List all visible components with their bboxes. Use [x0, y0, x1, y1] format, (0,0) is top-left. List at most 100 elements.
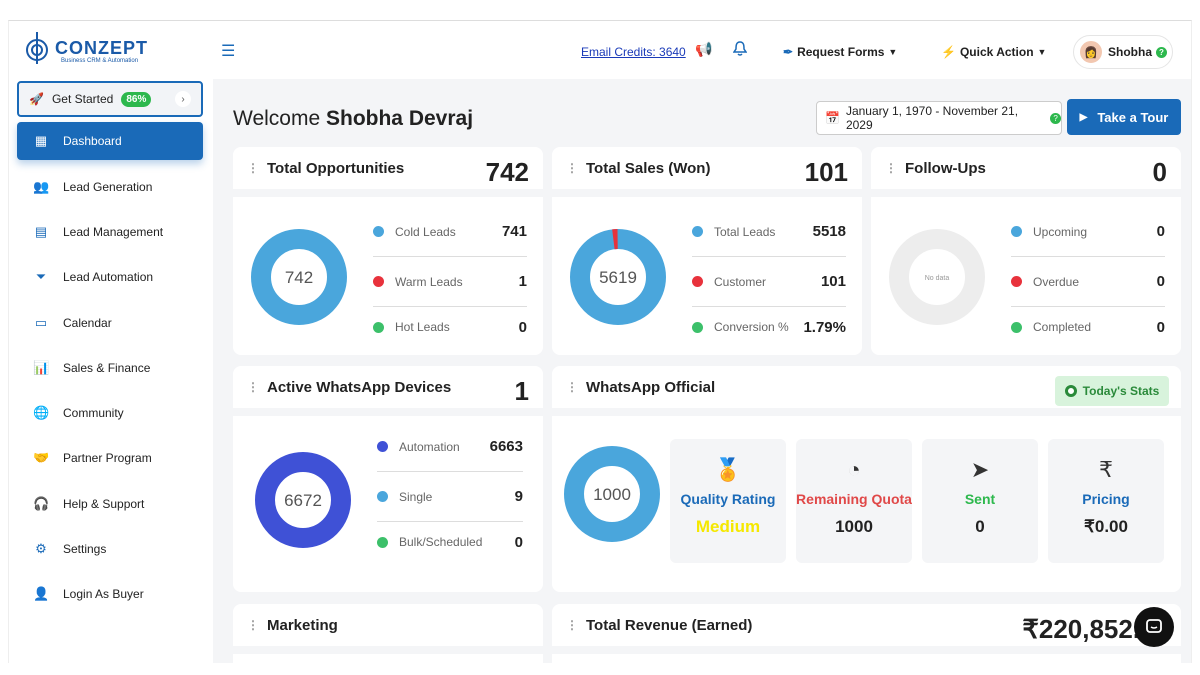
logo-icon [26, 32, 48, 64]
pen-icon: ✒ [783, 45, 794, 59]
opportunities-donut: 742 [251, 229, 347, 325]
drag-handle-icon[interactable]: ⋮ [247, 618, 259, 632]
megaphone-icon[interactable]: 📢 [695, 41, 713, 57]
pricing-stat: ₹ Pricing ₹0.00 [1048, 439, 1164, 563]
legend-row: Upcoming 0 [1011, 207, 1165, 257]
whatsapp-official-donut: 1000 [564, 446, 660, 542]
stat-value: ₹0.00 [1084, 517, 1128, 536]
bell-icon[interactable] [732, 41, 748, 60]
whatsapp-devices-donut: 6672 [255, 452, 351, 548]
sidebar-item-calendar[interactable]: ▭ Calendar [17, 304, 203, 342]
card-header: ⋮ Follow-Ups 0 [871, 147, 1181, 197]
sidebar-item-lead-generation[interactable]: 👥 Lead Generation [17, 168, 203, 206]
drag-handle-icon[interactable]: ⋮ [885, 161, 897, 175]
drag-handle-icon[interactable]: ⋮ [566, 161, 578, 175]
card-header: ⋮ Active WhatsApp Devices 1 [233, 366, 543, 416]
globe-icon: 🌐 [33, 405, 50, 420]
sidebar-item-label: Help & Support [63, 497, 145, 511]
request-forms-button[interactable]: ✒ Request Forms ▼ [783, 45, 897, 59]
sidebar-item-label: Calendar [63, 316, 112, 330]
drag-handle-icon[interactable]: ⋮ [566, 618, 578, 632]
card-header: ⋮ Total Sales (Won) 101 [552, 147, 862, 197]
revenue-card: ⋮ Total Revenue (Earned) ₹220,852.34 [552, 604, 1181, 663]
take-tour-button[interactable]: ▶ Take a Tour [1067, 99, 1181, 135]
user-profile-button[interactable]: 👩 Shobha ? [1073, 35, 1173, 69]
legend-dot [692, 226, 703, 237]
bolt-icon: ⚡ [941, 45, 956, 59]
calendar-icon: ▭ [34, 315, 48, 330]
date-range-picker[interactable]: 📅 January 1, 1970 - November 21, 2029 ? [816, 101, 1062, 135]
card-title: Active WhatsApp Devices [267, 378, 452, 396]
legend-value: 0 [1156, 273, 1165, 290]
legend-row: Automation 6663 [377, 422, 523, 472]
legend-dot [692, 276, 703, 287]
legend-label: Overdue [1033, 274, 1080, 289]
drag-handle-icon[interactable]: ⋮ [566, 380, 578, 394]
sales-card: ⋮ Total Sales (Won) 101 5619 Total Leads… [552, 147, 862, 355]
sidebar-item-dashboard[interactable]: ▦ Dashboard [17, 122, 203, 160]
card-header: ⋮ WhatsApp Official [552, 366, 1181, 416]
funnel-icon: ⏷ [35, 269, 47, 284]
stat-label: Quality Rating [680, 491, 776, 507]
sidebar-item-settings[interactable]: ⚙ Settings [17, 530, 203, 568]
legend-row: Warm Leads 1 [373, 257, 527, 307]
card-title: WhatsApp Official [586, 378, 716, 396]
id-card-icon: ▤ [34, 224, 48, 239]
dashboard-icon: ▦ [34, 133, 48, 148]
email-credits-link[interactable]: Email Credits: 3640 [581, 45, 686, 59]
menu-toggle-icon[interactable]: ☰ [221, 43, 236, 60]
sidebar-item-label: Sales & Finance [63, 361, 151, 375]
drag-handle-icon[interactable]: ⋮ [247, 161, 259, 175]
card-title: Follow-Ups [905, 159, 986, 177]
users-icon: 👥 [33, 179, 50, 194]
sidebar-item-label: Dashboard [63, 134, 122, 148]
legend-value: 1.79% [803, 318, 846, 336]
sidebar-item-lead-management[interactable]: ▤ Lead Management [17, 213, 203, 251]
sidebar-item-community[interactable]: 🌐 Community [17, 394, 203, 432]
logo-subtitle: Business CRM & Automation [61, 58, 139, 64]
sidebar-item-login-as-buyer[interactable]: 👤 Login As Buyer [17, 575, 203, 613]
legend-row: Total Leads 5518 [692, 207, 846, 257]
headset-icon: 🎧 [33, 496, 50, 511]
stat-value: 0 [975, 517, 985, 536]
card-total: 101 [804, 157, 848, 187]
get-started-button[interactable]: 🚀 Get Started 86% › [17, 81, 203, 117]
sidebar-item-help-support[interactable]: 🎧 Help & Support [17, 485, 203, 523]
card-header: ⋮ Total Opportunities 742 [233, 147, 543, 197]
calendar-icon: 📅 [825, 111, 840, 125]
radio-icon [1064, 385, 1077, 397]
pie-icon: ◔ [847, 457, 861, 482]
legend-dot [1011, 321, 1022, 333]
card-total: 742 [485, 157, 529, 187]
legend-label: Automation [399, 439, 460, 454]
stat-label: Pricing [1082, 491, 1130, 507]
legend-label: Warm Leads [395, 274, 463, 289]
sidebar-item-partner-program[interactable]: 🤝 Partner Program [17, 439, 203, 477]
legend-row: Single 9 [377, 472, 523, 522]
card-title: Total Sales (Won) [586, 159, 711, 177]
legend-value: 101 [820, 273, 846, 290]
legend-value: 0 [1156, 318, 1165, 336]
chat-icon[interactable] [1134, 607, 1174, 647]
get-started-label: Get Started [51, 92, 114, 106]
sidebar-item-lead-automation[interactable]: ⏷ Lead Automation [17, 258, 203, 296]
legend-row: Completed 0 [1011, 307, 1165, 347]
todays-stats-toggle[interactable]: Today's Stats [1055, 376, 1169, 406]
quick-action-button[interactable]: ⚡ Quick Action ▼ [941, 45, 1046, 59]
stat-value: 1000 [835, 517, 873, 536]
legend-value: 0 [514, 533, 523, 551]
todays-stats-label: Today's Stats [1082, 384, 1160, 398]
chevron-right-icon: › [175, 91, 191, 107]
app-window: CONZEPT Business CRM & Automation ☰ Emai… [8, 20, 1192, 663]
award-icon: 🏅 [714, 457, 742, 482]
legend-row: Customer 101 [692, 257, 846, 307]
legend-label: Customer [714, 274, 767, 289]
sales-donut: 5619 [570, 229, 666, 325]
sidebar-item-sales-finance[interactable]: 📊 Sales & Finance [17, 349, 203, 387]
legend-row: Cold Leads 741 [373, 207, 527, 257]
drag-handle-icon[interactable]: ⋮ [247, 380, 259, 394]
legend-value: 5518 [812, 223, 846, 240]
logo[interactable]: CONZEPT Business CRM & Automation [25, 27, 165, 69]
legend-row: Hot Leads 0 [373, 307, 527, 347]
verified-badge-icon: ? [1156, 46, 1167, 58]
